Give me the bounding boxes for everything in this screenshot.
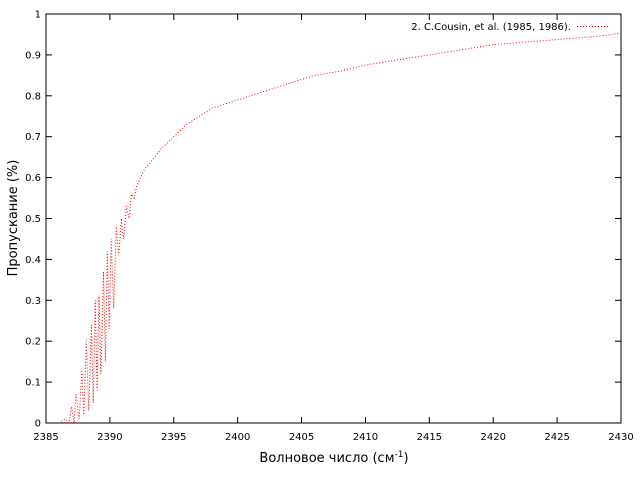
y-tick-label: 0.5 [25,214,41,225]
x-tick-label: 2405 [289,432,314,443]
x-tick-label: 2395 [161,432,186,443]
y-tick-label: 0 [35,419,41,430]
y-tick-label: 0.1 [25,378,41,389]
y-axis-title: Пропускание (%) [6,160,21,277]
y-tick-label: 0.8 [25,91,41,102]
x-tick-label: 2420 [480,432,505,443]
x-tick-label: 2385 [33,432,58,443]
series-line [58,32,622,425]
y-tick-label: 0.2 [25,337,41,348]
series-layer [58,32,622,425]
x-tick-label: 2425 [544,432,569,443]
x-tick-label: 2400 [225,432,250,443]
plot-frame [45,13,622,424]
legend-entry-label: 2. C.Cousin, et al. (1985, 1986). [411,22,571,33]
y-tick-label: 1 [35,10,41,21]
x-axis-title: Волновое число (см-1) [259,450,408,466]
x-tick-label: 2390 [97,432,122,443]
y-tick-label: 0.3 [25,296,41,307]
legend: 2. C.Cousin, et al. (1985, 1986). [411,22,608,33]
x-axis-title-main: Волновое число (см [259,451,394,466]
y-tick-label: 0.6 [25,173,41,184]
y-tick-label: 0.4 [25,255,41,266]
y-tick-label: 0.7 [25,132,41,143]
ticks-layer: 2385 2390 2395 2400 2405 2410 2415 2420 2425 2430… [25,10,634,444]
x-axis-title-sup: -1 [395,450,404,460]
x-tick-label: 2430 [608,432,633,443]
x-tick-label: 2410 [353,432,378,443]
x-axis-title-close: ) [403,451,408,466]
x-tick-label: 2415 [417,432,442,443]
y-tick-label: 0.9 [25,50,41,61]
